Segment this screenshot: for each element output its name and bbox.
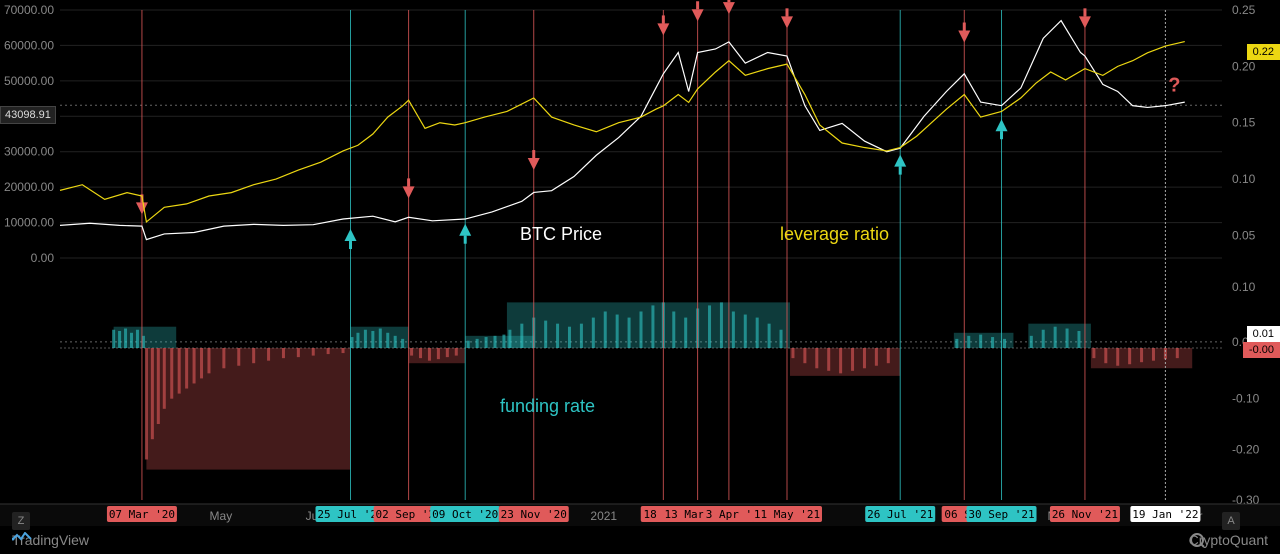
svg-text:09 Oct '20: 09 Oct '20 [432, 508, 498, 521]
svg-text:0.00: 0.00 [31, 251, 55, 265]
svg-text:70000.00: 70000.00 [4, 3, 54, 17]
svg-text:26 Nov '21: 26 Nov '21 [1052, 508, 1118, 521]
svg-text:11 May '21: 11 May '21 [754, 508, 820, 521]
scroll-right-button[interactable]: A [1222, 512, 1240, 530]
svg-text:30 Sep '21: 30 Sep '21 [968, 508, 1034, 521]
svg-text:0.10: 0.10 [1232, 280, 1256, 294]
scroll-left-button[interactable]: Z [12, 512, 30, 530]
svg-text:2021: 2021 [590, 509, 617, 523]
label-funding-rate: funding rate [500, 396, 595, 417]
svg-text:19 Jan '22: 19 Jan '22 [1132, 508, 1198, 521]
chart-container: 0.0010000.0020000.0030000.0040000.005000… [0, 0, 1280, 554]
right-axis-tag: -0.00 [1243, 342, 1280, 358]
svg-text:3 Apr ': 3 Apr ' [706, 508, 752, 521]
svg-text:-0.10: -0.10 [1232, 392, 1260, 406]
svg-text:0.05: 0.05 [1232, 228, 1256, 242]
svg-text:20000.00: 20000.00 [4, 180, 54, 194]
svg-text:0.15: 0.15 [1232, 116, 1256, 130]
cryptoquant-brand: CryptoQuant [1189, 532, 1268, 548]
svg-text:0.10: 0.10 [1232, 172, 1256, 186]
right-axis-tag: 0.22 [1247, 44, 1280, 60]
label-btc-price: BTC Price [520, 224, 602, 245]
current-price-value: 43098.91 [5, 109, 51, 121]
svg-text:23 Nov '20: 23 Nov '20 [501, 508, 567, 521]
svg-text:0.25: 0.25 [1232, 3, 1256, 17]
svg-text:07 Mar '20: 07 Mar '20 [109, 508, 175, 521]
svg-text:50000.00: 50000.00 [4, 74, 54, 88]
svg-text:May: May [210, 509, 233, 523]
svg-text:0.20: 0.20 [1232, 59, 1256, 73]
right-axis-tag: 0.01 [1247, 326, 1280, 342]
svg-text:60000.00: 60000.00 [4, 38, 54, 52]
svg-text:10000.00: 10000.00 [4, 216, 54, 230]
svg-text:30000.00: 30000.00 [4, 145, 54, 159]
svg-text:26 Jul '21: 26 Jul '21 [867, 508, 933, 521]
svg-text:-0.20: -0.20 [1232, 442, 1260, 456]
tradingview-brand: TradingView [12, 532, 89, 548]
svg-text:?: ? [1168, 74, 1180, 96]
label-leverage-ratio: leverage ratio [780, 224, 889, 245]
chart-svg: 0.0010000.0020000.0030000.0040000.005000… [0, 0, 1280, 554]
current-price-tag: 43098.91 [0, 106, 56, 124]
